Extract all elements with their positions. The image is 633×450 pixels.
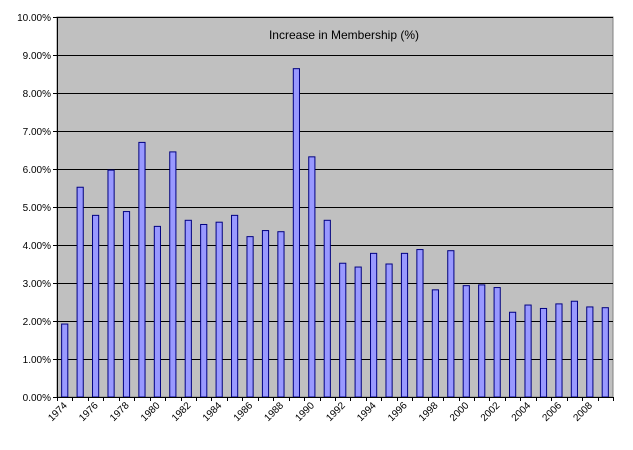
bar-1991 xyxy=(323,219,331,398)
bar-1977 xyxy=(107,169,115,398)
bar-2009 xyxy=(601,307,609,398)
bar-1993 xyxy=(354,266,362,398)
bar-2007 xyxy=(570,300,578,398)
bar-1976 xyxy=(92,214,100,398)
gridlines xyxy=(57,17,613,398)
y-tick-label: 0.00% xyxy=(23,393,51,404)
bar-1989 xyxy=(292,68,300,398)
y-tick-label: 8.00% xyxy=(23,89,51,100)
bar-1978 xyxy=(122,211,131,398)
bar-2006 xyxy=(555,303,563,398)
bar-1996 xyxy=(400,252,409,398)
bar-1995 xyxy=(385,263,393,398)
bar-1999 xyxy=(447,250,455,398)
bar-1987 xyxy=(261,230,270,398)
bar-1983 xyxy=(200,223,208,398)
y-tick-label: 6.00% xyxy=(23,165,51,176)
bar-1988 xyxy=(277,231,285,398)
bar-2005 xyxy=(539,307,548,398)
bar-1990 xyxy=(308,156,316,398)
bar-1980 xyxy=(153,225,161,398)
y-tick-label: 10.00% xyxy=(17,13,51,24)
bar-1986 xyxy=(246,236,254,398)
bar-1982 xyxy=(184,219,192,398)
y-tick-label: 7.00% xyxy=(23,127,51,138)
y-tick-label: 4.00% xyxy=(23,241,51,252)
bar-2008 xyxy=(586,306,594,398)
y-axis: 0.00% 1.00% 2.00% 3.00% 4.00% 5.00% 6.00% 7.00%… xyxy=(17,13,58,404)
bar-1974 xyxy=(61,323,69,398)
bar-2000 xyxy=(462,285,470,398)
y-tick-label: 3.00% xyxy=(23,279,51,290)
bar-1997 xyxy=(416,249,424,398)
y-tick-label: 5.00% xyxy=(23,203,51,214)
y-tick-label: 1.00% xyxy=(23,355,51,366)
bar-2004 xyxy=(524,304,532,398)
y-tick-label: 2.00% xyxy=(23,317,51,328)
bar-2003 xyxy=(509,311,517,398)
bar-1975 xyxy=(76,186,84,398)
bar-1985 xyxy=(231,214,239,398)
bar-2001 xyxy=(478,284,486,398)
chart-title: Increase in Membership (%) xyxy=(269,28,419,42)
bar-1979 xyxy=(138,141,146,398)
bar-1994 xyxy=(370,252,378,398)
y-tick-label: 9.00% xyxy=(23,51,51,62)
bar-1984 xyxy=(215,221,223,398)
bars xyxy=(61,68,609,398)
bar-1992 xyxy=(339,262,347,398)
bar-2002 xyxy=(493,287,501,398)
bar-1981 xyxy=(169,151,177,398)
bar-1998 xyxy=(431,289,439,398)
